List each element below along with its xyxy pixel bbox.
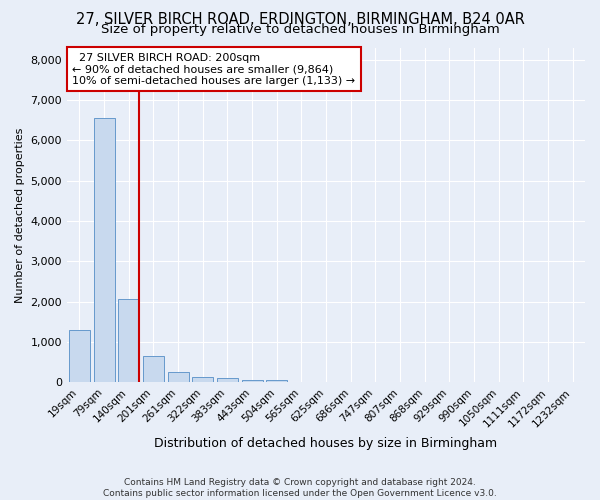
Y-axis label: Number of detached properties: Number of detached properties	[15, 127, 25, 302]
Bar	[266, 380, 287, 382]
X-axis label: Distribution of detached houses by size in Birmingham: Distribution of detached houses by size …	[154, 437, 497, 450]
Bar	[118, 298, 139, 382]
Text: 27 SILVER BIRCH ROAD: 200sqm
← 90% of detached houses are smaller (9,864)
10% of: 27 SILVER BIRCH ROAD: 200sqm ← 90% of de…	[72, 52, 355, 86]
Bar	[242, 380, 263, 382]
Text: Size of property relative to detached houses in Birmingham: Size of property relative to detached ho…	[101, 22, 499, 36]
Bar	[69, 330, 90, 382]
Bar	[192, 377, 213, 382]
Text: Contains HM Land Registry data © Crown copyright and database right 2024.
Contai: Contains HM Land Registry data © Crown c…	[103, 478, 497, 498]
Bar	[94, 118, 115, 382]
Bar	[167, 372, 188, 382]
Bar	[143, 356, 164, 382]
Bar	[217, 378, 238, 382]
Text: 27, SILVER BIRCH ROAD, ERDINGTON, BIRMINGHAM, B24 0AR: 27, SILVER BIRCH ROAD, ERDINGTON, BIRMIN…	[76, 12, 524, 28]
